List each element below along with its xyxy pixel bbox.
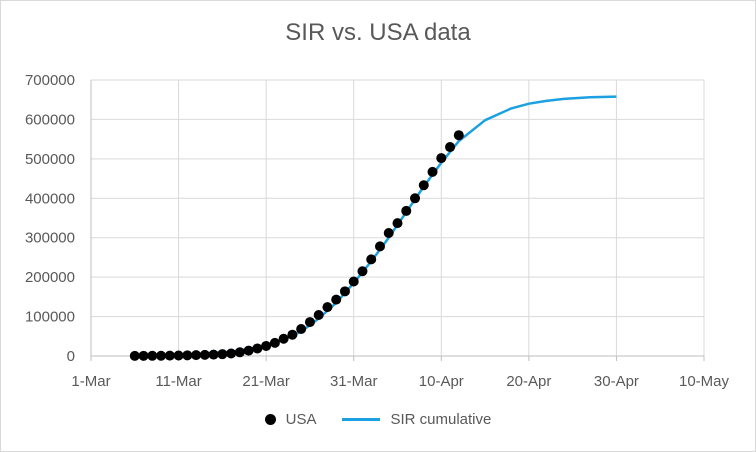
- x-tick-label: 21-Mar: [242, 373, 290, 390]
- legend-label-sir: SIR cumulative: [390, 411, 492, 428]
- usa-data-point: [129, 350, 140, 361]
- usa-data-point: [243, 345, 254, 356]
- usa-data-point: [191, 350, 202, 361]
- usa-data-point: [401, 205, 412, 216]
- usa-data-point: [383, 227, 394, 238]
- chart-title: SIR vs. USA data: [285, 19, 471, 46]
- usa-data-point: [374, 241, 385, 252]
- x-tick-label: 11-Mar: [155, 373, 201, 390]
- x-tick-label: 1-Mar: [71, 373, 110, 390]
- usa-data-point: [199, 349, 210, 360]
- y-tick-label: 200000: [25, 269, 75, 286]
- legend-item-usa: USA: [264, 411, 317, 428]
- usa-data-point: [410, 193, 421, 204]
- usa-data-point: [339, 286, 350, 297]
- x-tick-label: 30-Apr: [594, 373, 639, 390]
- usa-data-point: [182, 350, 193, 361]
- usa-data-point: [418, 180, 429, 191]
- y-tick-label: 500000: [25, 151, 75, 168]
- usa-data-point: [322, 302, 333, 313]
- legend-marker-usa: [264, 414, 276, 425]
- y-tick-label: 300000: [25, 230, 75, 247]
- x-tick-label: 20-Apr: [506, 373, 551, 390]
- plot-area: 0 100000 200000 300000 400000 500000 600000 700…: [25, 72, 730, 390]
- usa-data-point: [278, 333, 289, 344]
- usa-data-point: [392, 218, 403, 229]
- usa-data-point: [366, 254, 377, 265]
- legend-label-usa: USA: [285, 411, 317, 428]
- usa-data-point: [348, 276, 359, 287]
- y-tick-label: 700000: [25, 72, 75, 89]
- usa-data-point: [445, 142, 456, 153]
- usa-data-point: [296, 323, 307, 334]
- usa-data-point: [261, 340, 272, 351]
- usa-data-point: [217, 349, 228, 360]
- usa-data-point: [287, 329, 298, 340]
- legend-item-sir: SIR cumulative: [342, 411, 491, 428]
- y-tick-label: 600000: [25, 111, 75, 128]
- usa-data-point: [173, 350, 184, 361]
- usa-data-point: [453, 130, 464, 141]
- x-tick-label: 10-May: [679, 373, 730, 390]
- usa-data-point: [226, 348, 237, 359]
- usa-data-point: [164, 350, 175, 361]
- usa-data-point: [331, 294, 342, 305]
- usa-data-point: [304, 317, 315, 328]
- x-tick-label: 10-Apr: [419, 373, 464, 390]
- usa-data-point: [357, 266, 368, 277]
- usa-data-point: [427, 166, 438, 177]
- x-tick-label: 31-Mar: [330, 373, 378, 390]
- usa-data-point: [156, 350, 167, 361]
- usa-data-point: [436, 153, 447, 164]
- y-tick-label: 400000: [25, 190, 75, 207]
- usa-data-point: [234, 347, 245, 358]
- legend-marker-sir: [342, 418, 381, 421]
- usa-data-point: [147, 350, 158, 361]
- y-tick-label: 100000: [25, 309, 75, 326]
- usa-data-point: [208, 349, 219, 360]
- usa-data-point: [252, 343, 263, 354]
- y-tick-label: 0: [67, 348, 75, 365]
- legend: USA SIR cumulative: [1, 411, 755, 428]
- usa-data-point: [313, 309, 324, 320]
- usa-data-point: [269, 337, 280, 348]
- usa-data-point: [138, 350, 149, 361]
